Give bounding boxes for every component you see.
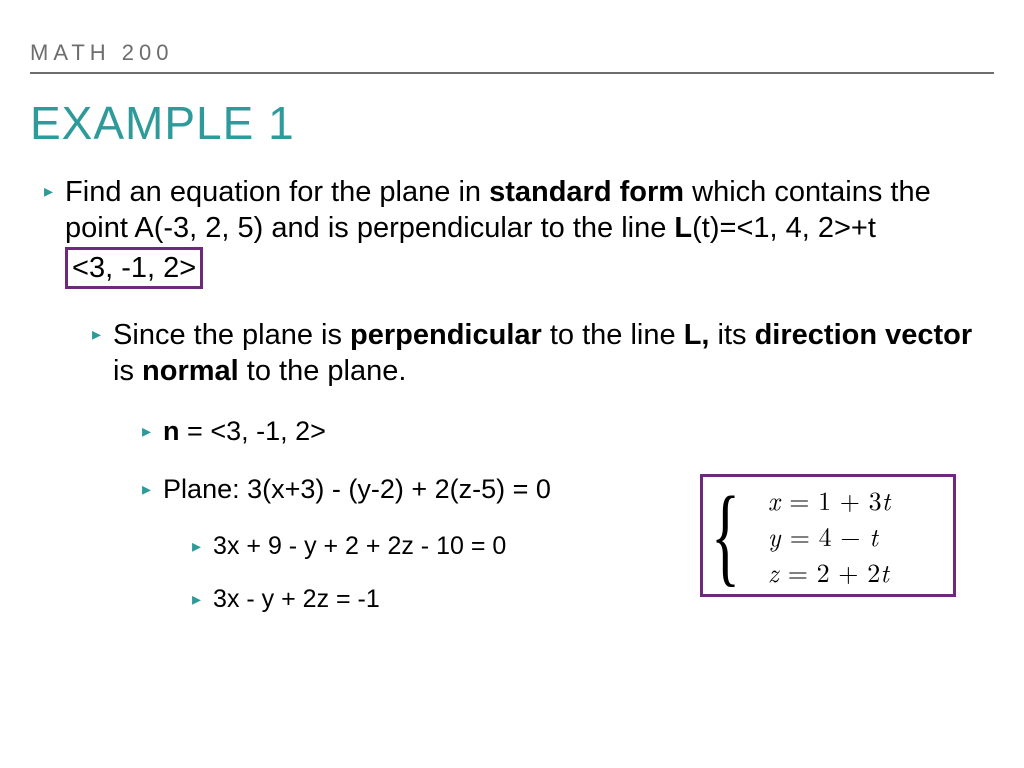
slide-title: EXAMPLE 1 (30, 96, 994, 150)
triangle-icon: ▸ (192, 537, 201, 555)
course-code: MATH 200 (30, 40, 994, 66)
text-bold: perpendicular (350, 319, 542, 351)
bullet-text: Find an equation for the plane in standa… (65, 174, 994, 289)
text: to the line (542, 319, 684, 351)
triangle-icon: ▸ (142, 422, 151, 440)
equation-lines: x = 1 + 3t y = 4 − t z = 2 + 2t (768, 483, 890, 588)
text: its (718, 319, 755, 351)
text-bold: n (163, 416, 180, 446)
triangle-icon: ▸ (142, 480, 151, 498)
text-bold: standard form (489, 176, 684, 208)
triangle-icon: ▸ (192, 590, 201, 608)
text-bold: normal (142, 355, 239, 387)
bullet-text: n = <3, -1, 2> (163, 415, 326, 449)
eq-line: x = 1 + 3t (768, 483, 890, 517)
bullet-level-1: ▸ Find an equation for the plane in stan… (44, 174, 994, 289)
bullet-text: 3x - y + 2z = -1 (213, 584, 380, 615)
bullet-text: Since the plane is perpendicular to the … (113, 317, 994, 390)
boxed-vector: <3, -1, 2> (65, 247, 203, 289)
bullet-text: Plane: 3(x+3) - (y-2) + 2(z-5) = 0 (163, 473, 551, 507)
text: to the plane. (239, 355, 407, 387)
eq-line: z = 2 + 2t (768, 555, 890, 589)
text: Since the plane is (113, 319, 350, 351)
text-bold: L, (684, 319, 718, 351)
text-bold: direction vector (755, 319, 973, 351)
bullet-level-2: ▸ Since the plane is perpendicular to th… (92, 317, 994, 390)
text: (t)=<1, 4, 2>+t (692, 212, 876, 244)
triangle-icon: ▸ (44, 182, 53, 200)
text-bold: L (674, 212, 692, 244)
brace-icon: { (711, 494, 740, 577)
bullet-text: 3x + 9 - y + 2 + 2z - 10 = 0 (213, 531, 506, 562)
bullet-level-3: ▸ n = <3, -1, 2> (142, 415, 994, 449)
text: = <3, -1, 2> (180, 416, 326, 446)
eq-line: y = 4 − t (768, 519, 890, 553)
text: Find an equation for the plane in (65, 176, 489, 208)
divider (30, 72, 994, 74)
text: is (113, 355, 142, 387)
triangle-icon: ▸ (92, 325, 101, 343)
parametric-equations-box: { x = 1 + 3t y = 4 − t z = 2 + 2t (700, 474, 956, 597)
